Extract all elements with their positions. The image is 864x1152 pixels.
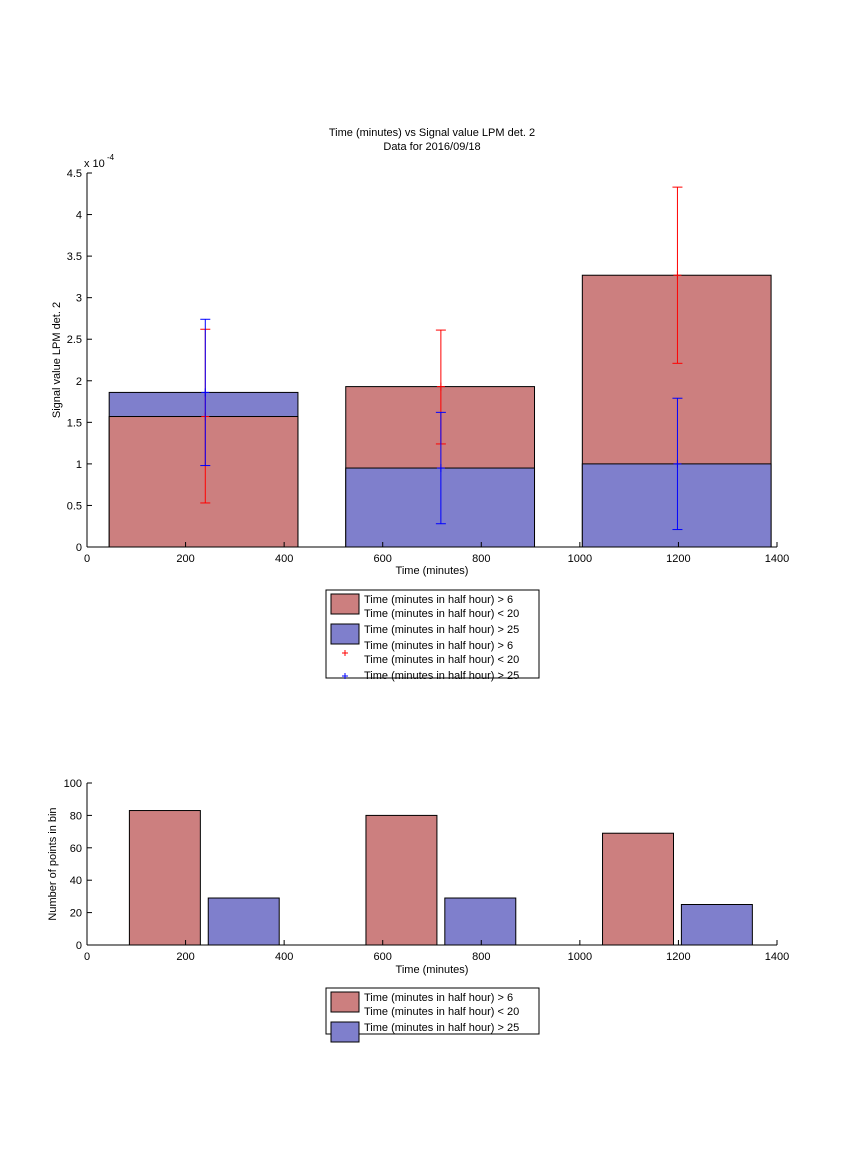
legend-label: Time (minutes in half hour) < 20 — [364, 654, 519, 666]
chart1-ytick-label: 0.5 — [67, 500, 82, 512]
chart1-xtick-label: 800 — [472, 553, 490, 565]
count-chart: 0 200 400 600 800 1000 1200 1400 0 20 40 60 80 100 Ti… — [47, 778, 789, 1043]
chart1-ylabel: Signal value LPM det. 2 — [51, 302, 63, 418]
legend-label: Time (minutes in half hour) > 25 — [364, 1022, 519, 1034]
legend-label: Time (minutes in half hour) > 6 — [364, 992, 513, 1004]
chart2-ytick-label: 40 — [70, 875, 82, 887]
chart2-ytick-label: 0 — [76, 940, 82, 952]
chart1-ytick-label: 0 — [76, 542, 82, 554]
legend-box — [325, 987, 540, 1035]
chart1-ytick-label: 4 — [76, 210, 82, 222]
chart1-ytick-label: 2.5 — [67, 334, 82, 346]
count-bar-red-2 — [602, 832, 674, 946]
chart1-xtick-label: 200 — [176, 553, 194, 565]
chart1-title: Time (minutes) vs Signal value LPM det. … — [329, 127, 535, 139]
chart1-y-exponent: x 10 -4 — [84, 153, 115, 170]
chart2-xtick-label: 0 — [84, 951, 90, 963]
chart2-ytick-label: 20 — [70, 908, 82, 920]
count-bar-red-0 — [128, 810, 201, 946]
count-bar-blue-1 — [444, 897, 517, 946]
chart1-xtick-label: 400 — [275, 553, 293, 565]
chart1-ytick-label: 4.5 — [67, 168, 82, 180]
legend-label: Time (minutes in half hour) < 20 — [364, 1006, 519, 1018]
chart2-ylabel: Number of points in bin — [47, 807, 59, 920]
count-bar-blue-0 — [207, 897, 280, 946]
legend-swatch-blue — [330, 1021, 360, 1043]
bar-blue-1 — [345, 467, 536, 548]
legend-label: Time (minutes in half hour) < 20 — [364, 608, 519, 620]
chart1-subtitle: Data for 2016/09/18 — [383, 141, 480, 153]
chart1-xlabel: Time (minutes) — [396, 565, 469, 577]
chart2-xtick-label: 200 — [176, 951, 194, 963]
legend-label: Time (minutes in half hour) > 6 — [364, 640, 513, 652]
bar-red-0 — [108, 416, 299, 548]
chart1-ytick-label: 3 — [76, 293, 82, 305]
chart1-xtick-label: 0 — [84, 553, 90, 565]
chart2-ytick-label: 80 — [70, 810, 82, 822]
chart2-xtick-label: 1000 — [568, 951, 592, 963]
legend-swatch-blue — [330, 623, 360, 645]
legend-box — [325, 589, 540, 679]
legend-label: Time (minutes in half hour) > 6 — [364, 594, 513, 606]
chart1-ytick-label: 2 — [76, 376, 82, 388]
signal-chart: Time (minutes) vs Signal value LPM det. … — [51, 127, 789, 682]
count-bar-red-1 — [365, 814, 438, 946]
chart2-xtick-label: 1200 — [666, 951, 690, 963]
chart1-ytick-label: 1.5 — [67, 417, 82, 429]
chart2-legend: Time (minutes in half hour) > 6 Time (min… — [325, 987, 540, 1043]
y-exponent-base: x 10 — [84, 158, 105, 170]
chart2-xlabel: Time (minutes) — [396, 964, 469, 976]
chart2-ytick-label: 100 — [64, 778, 82, 790]
legend-label: Time (minutes in half hour) > 25 — [364, 624, 519, 636]
chart1-xtick-label: 1400 — [765, 553, 789, 565]
legend-swatch-red — [330, 991, 360, 1013]
chart2-ytick-label: 60 — [70, 843, 82, 855]
legend-swatch-red — [330, 593, 360, 615]
legend-label: Time (minutes in half hour) > 25 — [364, 670, 519, 682]
chart1-legend: Time (minutes in half hour) > 6 Time (min… — [325, 589, 540, 682]
chart2-xtick-label: 800 — [472, 951, 490, 963]
chart2-xtick-label: 600 — [374, 951, 392, 963]
chart1-xtick-label: 600 — [374, 553, 392, 565]
chart2-xtick-label: 400 — [275, 951, 293, 963]
chart1-xtick-label: 1200 — [666, 553, 690, 565]
bar-blue-2 — [581, 463, 772, 548]
y-exponent-power: -4 — [107, 153, 115, 162]
chart1-xtick-label: 1000 — [568, 553, 592, 565]
chart2-xtick-label: 1400 — [765, 951, 789, 963]
chart1-ytick-label: 1 — [76, 459, 82, 471]
chart1-ytick-label: 3.5 — [67, 251, 82, 263]
count-bar-blue-2 — [680, 904, 753, 946]
